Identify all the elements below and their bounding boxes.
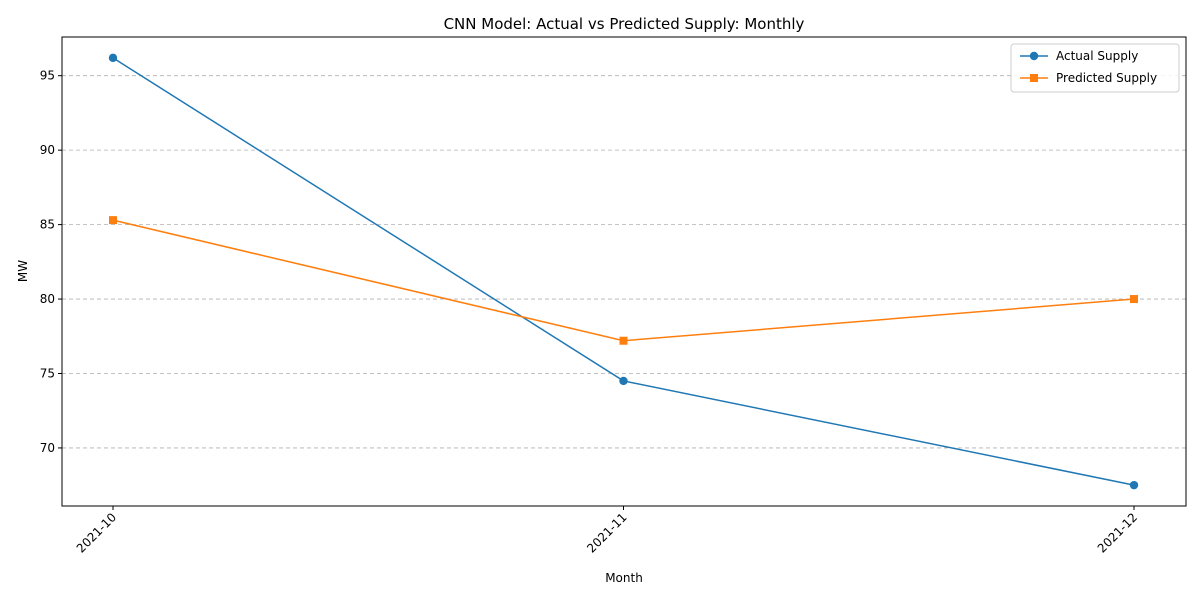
legend-marker [1029, 51, 1039, 61]
data-point [619, 336, 628, 345]
data-point [1130, 295, 1138, 304]
data-point [619, 376, 628, 386]
grid-lines [62, 75, 1186, 449]
legend-marker [1030, 74, 1038, 82]
y-tick-label: 75 [40, 366, 55, 380]
y-tick-label: 85 [40, 218, 55, 232]
legend-box [1010, 43, 1180, 93]
y-tick-label: 95 [40, 69, 55, 83]
y-axis-ticks: 70 75 80 85 90 95 [40, 69, 62, 455]
x-axis-label: Month [605, 571, 643, 585]
y-tick-label: 70 [40, 441, 55, 455]
series-group [108, 53, 1139, 490]
chart-title: CNN Model: Actual vs Predicted Supply: M… [444, 15, 805, 33]
legend-entry: Predicted Supply [1056, 71, 1157, 85]
y-tick-label: 90 [40, 143, 55, 157]
data-point [108, 53, 118, 63]
legend: Actual Supply Predicted Supply [1010, 43, 1180, 93]
data-point [109, 216, 117, 225]
y-axis-label: MW [16, 260, 30, 282]
legend-entry: Actual Supply [1056, 49, 1138, 63]
data-point [1129, 480, 1139, 490]
y-tick-label: 80 [40, 292, 55, 306]
